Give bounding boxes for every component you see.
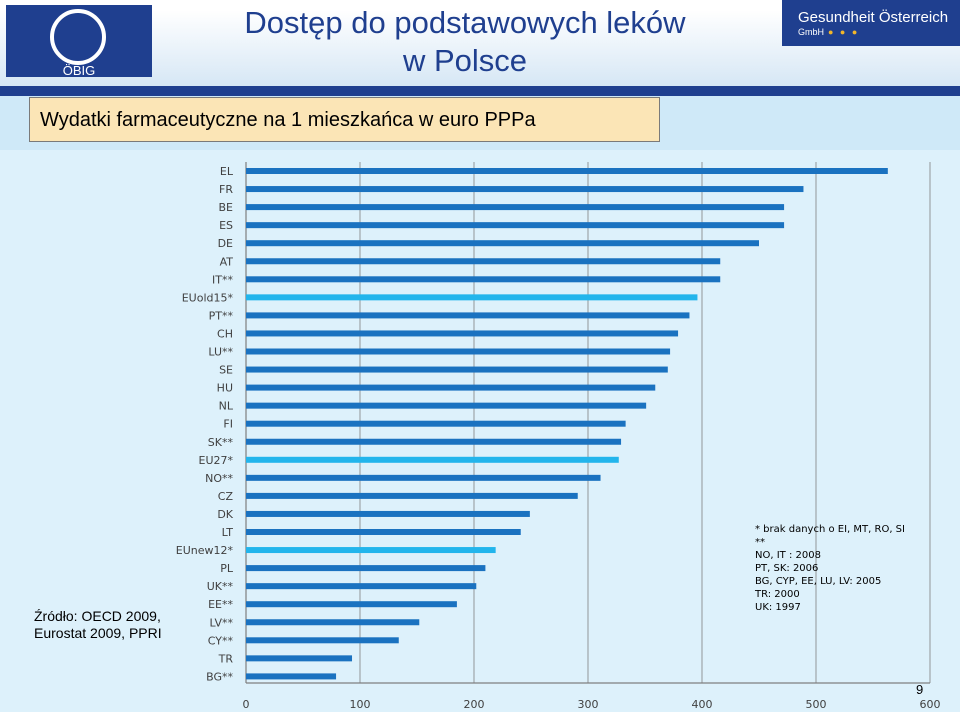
chart-subtitle: Wydatki farmaceutyczne na 1 mieszkańca w… [40,109,536,131]
source-line-1: Źródło: OECD 2009, [34,608,161,624]
category-label: FI [223,418,233,431]
category-label: CH [217,327,233,340]
bar-lv [246,619,420,626]
category-label: SE [219,364,233,377]
x-tick-label: 500 [806,698,827,711]
x-tick-label: 100 [350,698,371,711]
obig-logo: ÖBIG [6,5,152,78]
brand-dots-icon: ● ● ● [828,27,860,37]
brand-sub: GmbH [798,27,825,37]
bar-eunew12 [246,547,496,554]
bar-es [246,222,785,229]
bar-euold15 [246,294,698,301]
bar-tr [246,655,353,662]
note-line-2: ** [755,537,765,548]
category-label: LU** [208,346,233,359]
category-label: EE** [208,598,233,611]
bar-it [246,276,721,283]
category-label: UK** [207,580,234,593]
brand-name: Gesundheit Österreich [798,9,949,26]
obig-logo-text: ÖBIG [62,63,96,78]
x-tick-label: 400 [692,698,713,711]
category-label: EU27* [199,454,234,467]
data-note: * brak danych o EI, MT, RO, SI ** NO, IT… [755,523,905,614]
category-label: DK [217,508,233,521]
bar-eu27 [246,456,619,463]
bar-el [246,168,888,174]
category-label: EUnew12* [176,544,234,557]
category-label: LT [222,526,234,539]
subtitle-box: Wydatki farmaceutyczne na 1 mieszkańca w… [29,97,660,142]
bar-de [246,240,759,247]
category-label: SK** [208,436,234,449]
category-label: PL [220,562,234,575]
x-tick-label: 200 [464,698,485,711]
leaf-icon [50,9,106,65]
header-divider [0,86,960,96]
category-label: FR [219,183,233,196]
note-line-3: NO, IT : 2008 [755,550,821,561]
category-label: AT [220,255,234,268]
category-label: PT** [209,309,234,322]
title-line-2: w Polsce [402,43,528,78]
bar-bg [246,673,337,680]
category-label: CZ [218,490,234,503]
x-tick-label: 600 [920,698,941,711]
note-line-7: UK: 1997 [755,602,801,613]
x-tick-label: 0 [243,698,250,711]
bar-cz [246,492,578,499]
bar-ee [246,601,457,608]
note-line-5: BG, CYP, EE, LU, LV: 2005 [755,576,882,587]
bar-hu [246,384,656,391]
category-label: CY** [208,634,234,647]
bar-pt [246,312,690,319]
bar-fi [246,420,626,427]
gesundheit-logo: Gesundheit Österreich GmbH ● ● ● [782,0,960,46]
category-label: TR [218,652,234,665]
category-label: BG** [206,670,233,683]
bar-uk [246,583,477,590]
source-text: Źródło: OECD 2009, Eurostat 2009, PPRI [34,608,162,642]
bar-lu [246,348,671,355]
bar-at [246,258,721,265]
note-line-6: TR: 2000 [755,589,800,600]
category-label: IT** [212,273,233,286]
page-title: Dostęp do podstawowych leków w Polsce [160,4,770,80]
x-tick-label: 300 [578,698,599,711]
page-number: 9 [916,682,924,697]
bar-pl [246,565,486,572]
bar-no [246,474,601,481]
bar-dk [246,510,530,517]
bar-be [246,204,785,211]
bar-ch [246,330,679,337]
category-label: EUold15* [182,291,234,304]
bar-cy [246,637,399,644]
category-label: HU [217,382,233,395]
category-label: EL [220,165,234,178]
category-label: DE [218,237,233,250]
title-line-1: Dostęp do podstawowych leków [244,5,686,40]
bar-nl [246,402,647,409]
bar-lt [246,529,521,535]
source-line-2: Eurostat 2009, PPRI [34,625,162,641]
category-label: LV** [210,616,234,629]
bar-se [246,366,668,373]
note-line-1: * brak danych o EI, MT, RO, SI [755,524,905,535]
category-label: BE [219,201,234,214]
bar-sk [246,438,622,445]
category-label: ES [219,219,233,232]
note-line-4: PT, SK: 2006 [755,563,819,574]
category-label: NL [219,400,234,413]
category-label: NO** [205,472,233,485]
bar-fr [246,186,804,193]
